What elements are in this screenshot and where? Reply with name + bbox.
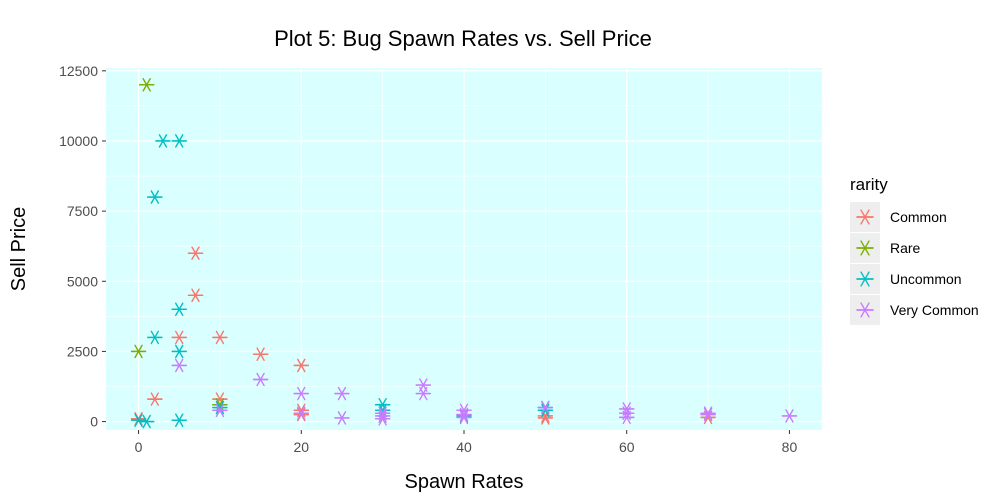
- data-point: [334, 386, 350, 401]
- legend-marker: [856, 240, 874, 256]
- x-axis-title: Spawn Rates: [405, 471, 524, 493]
- data-point: [212, 400, 228, 415]
- data-point: [334, 411, 350, 425]
- data-point: [147, 392, 163, 406]
- data-point: [252, 347, 269, 361]
- data-point: [456, 407, 472, 422]
- y-tick-label: 0: [90, 414, 98, 430]
- data-point: [212, 397, 228, 412]
- legend-marker: [856, 271, 874, 287]
- data-point: [171, 302, 187, 317]
- y-axis-title: Sell Price: [8, 207, 30, 291]
- data-point: [537, 400, 554, 415]
- data-point: [537, 403, 554, 418]
- x-tick-label: 0: [135, 439, 143, 455]
- y-tick-label: 12500: [59, 63, 98, 79]
- data-point: [138, 78, 155, 92]
- legend-label: Common: [890, 209, 947, 225]
- data-point: [293, 386, 309, 401]
- data-point: [456, 409, 472, 423]
- data-point: [171, 134, 187, 148]
- y-tick-label: 7500: [67, 203, 98, 219]
- legend-marker: [856, 209, 874, 225]
- y-tick-label: 5000: [67, 273, 98, 289]
- data-point: [130, 344, 147, 359]
- data-point: [374, 412, 391, 426]
- data-point: [187, 246, 204, 260]
- data-point: [293, 358, 309, 373]
- data-point: [700, 407, 716, 422]
- legend-label: Rare: [890, 240, 921, 256]
- x-tick-label: 80: [782, 439, 798, 455]
- data-point: [130, 412, 147, 426]
- legend-title: rarity: [850, 175, 888, 194]
- data-point: [415, 386, 432, 401]
- data-point: [138, 414, 155, 429]
- data-point: [212, 330, 228, 345]
- x-tick-label: 20: [293, 439, 309, 455]
- legend-marker: [856, 302, 874, 318]
- data-point: [147, 330, 163, 345]
- x-tick-label: 40: [456, 439, 472, 455]
- data-points: [130, 78, 798, 429]
- data-point: [187, 288, 204, 303]
- data-point: [130, 413, 147, 427]
- data-point: [212, 403, 228, 418]
- data-point: [781, 409, 798, 423]
- data-point: [171, 358, 187, 373]
- data-point: [171, 344, 187, 359]
- legend: rarity Common Rare Uncommon Very Common: [850, 175, 979, 325]
- data-point: [171, 413, 187, 427]
- grid-lines: [106, 68, 822, 430]
- data-point: [374, 409, 391, 423]
- data-point: [293, 407, 309, 422]
- y-tick-label: 10000: [59, 133, 98, 149]
- legend-label: Very Common: [890, 302, 979, 318]
- data-point: [456, 410, 472, 425]
- axis-ticks: 0 20 40 60 80 0 2500 5000 7500 10000 12500: [59, 63, 797, 455]
- data-point: [252, 372, 269, 387]
- data-point: [700, 406, 716, 420]
- x-tick-label: 60: [619, 439, 635, 455]
- chart-title: Plot 5: Bug Spawn Rates vs. Sell Price: [274, 26, 652, 51]
- data-point: [374, 406, 391, 420]
- data-point: [171, 330, 187, 345]
- data-point: [155, 134, 171, 148]
- data-point: [293, 406, 309, 420]
- data-point: [147, 190, 163, 204]
- legend-label: Uncommon: [890, 271, 962, 287]
- data-point: [619, 410, 635, 425]
- y-tick-label: 2500: [67, 343, 98, 359]
